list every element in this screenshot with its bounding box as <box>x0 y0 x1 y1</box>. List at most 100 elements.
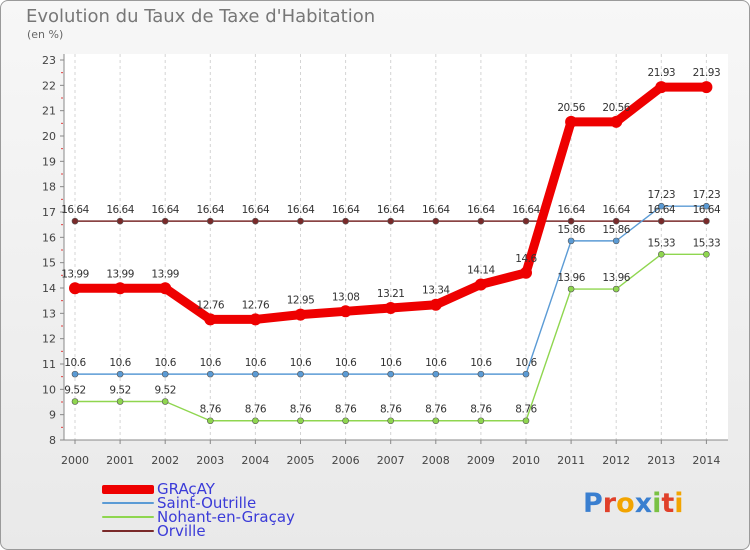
y-tick-label: 9 <box>49 409 56 422</box>
data-point <box>703 217 710 225</box>
data-label: 8.76 <box>200 404 222 416</box>
x-tick-label: 2003 <box>196 454 224 467</box>
data-point <box>161 370 169 378</box>
data-point <box>429 298 442 311</box>
data-point <box>159 282 172 295</box>
legend-swatch <box>102 502 154 504</box>
x-tick-label: 2000 <box>61 454 89 467</box>
data-point <box>71 398 79 405</box>
legend-item: Nohant-en-Graçay <box>102 510 295 525</box>
data-label: 16.64 <box>422 204 450 216</box>
data-point <box>71 370 79 378</box>
legend-item: GRAçAY <box>102 480 295 498</box>
data-label: 15.33 <box>693 237 721 249</box>
data-point <box>207 417 214 425</box>
data-label: 13.96 <box>557 272 585 284</box>
data-point <box>567 285 575 293</box>
y-tick-label: 17 <box>42 206 56 219</box>
data-point <box>252 217 259 225</box>
data-label: 20.56 <box>557 102 585 114</box>
data-label: 16.64 <box>151 204 179 216</box>
data-label: 10.6 <box>64 357 86 369</box>
data-label: 10.6 <box>470 357 492 369</box>
data-label: 20.56 <box>602 102 630 114</box>
data-label: 16.64 <box>648 204 676 216</box>
x-tick-label: 2009 <box>467 454 495 467</box>
data-label: 12.95 <box>287 295 315 307</box>
data-point <box>387 217 395 225</box>
data-label: 10.6 <box>380 357 402 369</box>
data-point <box>116 398 124 405</box>
data-label: 15.33 <box>648 237 676 249</box>
data-point <box>477 417 485 425</box>
data-label: 10.6 <box>425 357 447 369</box>
x-tick-label: 2001 <box>106 454 134 467</box>
x-tick-label: 2007 <box>377 454 405 467</box>
logo-letter: t <box>661 488 675 519</box>
data-label: 13.96 <box>602 272 630 284</box>
data-point <box>339 305 352 318</box>
data-label: 16.64 <box>61 204 89 216</box>
data-point <box>387 370 395 378</box>
data-point <box>252 370 259 378</box>
legend-swatch <box>102 516 154 518</box>
data-point <box>71 217 79 225</box>
data-label: 14.14 <box>467 264 495 276</box>
data-point <box>703 202 710 210</box>
y-tick-label: 13 <box>42 307 56 320</box>
data-point <box>522 370 530 378</box>
logo-letter: x <box>634 488 653 519</box>
x-tick-label: 2002 <box>151 454 179 467</box>
data-label: 8.76 <box>515 404 537 416</box>
x-tick-label: 2011 <box>557 454 585 467</box>
legend-label: GRAçAY <box>157 480 215 498</box>
data-point <box>342 417 349 425</box>
data-label: 13.99 <box>151 268 179 280</box>
data-label: 16.64 <box>242 204 270 216</box>
data-label: 17.23 <box>693 189 721 201</box>
data-point <box>342 370 349 378</box>
data-label: 13.99 <box>61 268 89 280</box>
data-point <box>207 370 214 378</box>
data-label: 16.64 <box>332 204 360 216</box>
data-label: 10.6 <box>245 357 267 369</box>
data-label: 21.93 <box>648 67 676 79</box>
data-point <box>432 417 440 425</box>
data-point <box>384 302 397 315</box>
data-label: 13.21 <box>377 288 405 300</box>
data-point <box>161 217 169 225</box>
y-tick-label: 12 <box>42 333 56 346</box>
legend-swatch <box>102 530 154 532</box>
logo-letter: P <box>583 488 603 519</box>
logo-letter: r <box>602 488 617 519</box>
data-label: 13.99 <box>106 268 134 280</box>
logo-letter: i <box>674 488 684 519</box>
x-tick-label: 2008 <box>422 454 450 467</box>
data-point <box>703 251 710 258</box>
data-point <box>252 417 259 425</box>
y-tick-label: 22 <box>42 79 56 92</box>
logo-letter: i <box>652 488 662 519</box>
data-point <box>297 217 304 225</box>
legend-swatch <box>102 484 154 494</box>
data-label: 12.76 <box>242 299 270 311</box>
data-label: 13.08 <box>332 291 360 303</box>
y-tick-label: 18 <box>42 181 56 194</box>
data-label: 10.6 <box>335 357 357 369</box>
data-point <box>522 417 530 425</box>
data-label: 8.76 <box>470 404 492 416</box>
data-point <box>432 217 440 225</box>
data-point <box>297 370 304 378</box>
data-point <box>249 313 262 326</box>
y-tick-label: 10 <box>42 383 56 396</box>
data-label: 16.64 <box>557 204 585 216</box>
data-point <box>116 217 124 225</box>
data-label: 21.93 <box>693 67 721 79</box>
x-tick-label: 2010 <box>512 454 540 467</box>
data-label: 10.6 <box>155 357 177 369</box>
data-point <box>342 217 349 225</box>
data-point <box>294 308 307 321</box>
data-point <box>387 417 395 425</box>
data-point <box>657 217 665 225</box>
